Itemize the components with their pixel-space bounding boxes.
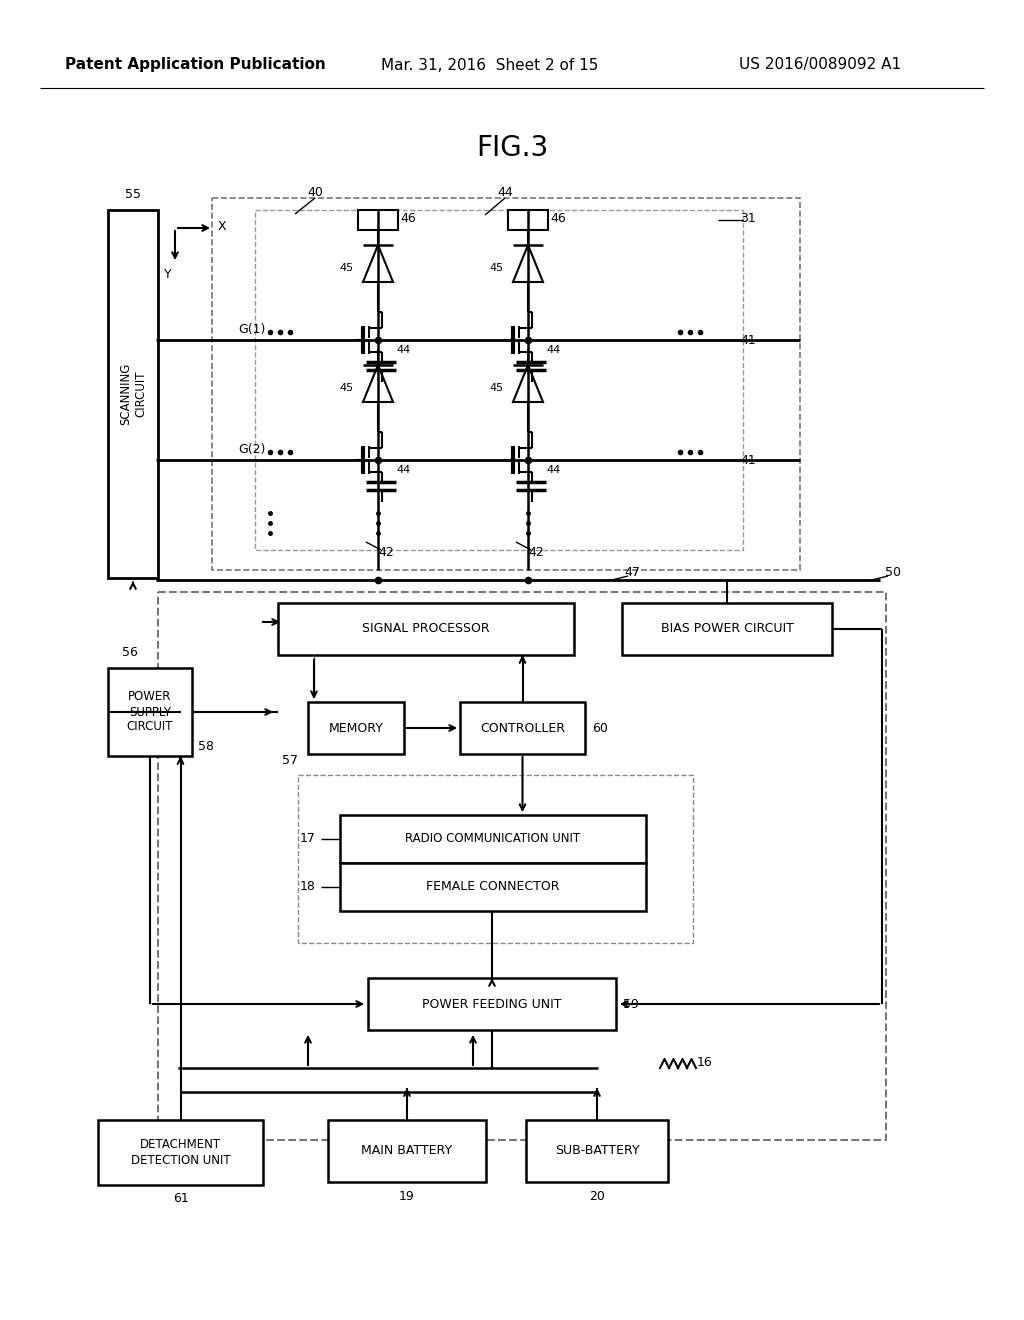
Text: FIG.3: FIG.3 <box>476 135 548 162</box>
Text: 16: 16 <box>697 1056 713 1068</box>
Text: 31: 31 <box>740 211 756 224</box>
Text: 44: 44 <box>397 345 411 355</box>
Text: 45: 45 <box>339 263 353 273</box>
Text: G(1): G(1) <box>238 323 265 337</box>
Text: MEMORY: MEMORY <box>329 722 383 734</box>
Text: BIAS POWER CIRCUIT: BIAS POWER CIRCUIT <box>660 623 794 635</box>
Text: G(2): G(2) <box>238 444 265 457</box>
Text: 46: 46 <box>550 211 566 224</box>
Text: 44: 44 <box>547 465 561 475</box>
Text: 17: 17 <box>300 833 316 846</box>
Text: 58: 58 <box>198 739 214 752</box>
Text: 19: 19 <box>399 1189 415 1203</box>
Text: US 2016/0089092 A1: US 2016/0089092 A1 <box>739 58 901 73</box>
Text: 41: 41 <box>740 334 756 346</box>
Text: 55: 55 <box>125 187 141 201</box>
Text: 41: 41 <box>740 454 756 466</box>
Bar <box>508 210 548 230</box>
Text: Patent Application Publication: Patent Application Publication <box>65 58 326 73</box>
Bar <box>526 1119 668 1181</box>
Bar <box>278 603 574 655</box>
Bar <box>328 1119 486 1181</box>
Bar <box>108 210 158 578</box>
Text: FEMALE CONNECTOR: FEMALE CONNECTOR <box>426 880 560 894</box>
Bar <box>212 198 800 570</box>
Text: POWER FEEDING UNIT: POWER FEEDING UNIT <box>422 998 562 1011</box>
Text: 57: 57 <box>282 754 298 767</box>
Bar <box>158 591 886 1140</box>
Bar <box>98 1119 263 1185</box>
Bar <box>255 210 743 550</box>
Text: 56: 56 <box>122 647 138 660</box>
Text: 50: 50 <box>885 566 901 579</box>
Bar <box>460 702 585 754</box>
Bar <box>108 668 193 756</box>
Text: 45: 45 <box>339 383 353 393</box>
Text: 46: 46 <box>400 211 416 224</box>
Text: SCANNING
CIRCUIT: SCANNING CIRCUIT <box>119 363 147 425</box>
Text: MAIN BATTERY: MAIN BATTERY <box>361 1144 453 1158</box>
Text: DETACHMENT
DETECTION UNIT: DETACHMENT DETECTION UNIT <box>131 1138 230 1167</box>
Text: Y: Y <box>164 268 172 281</box>
Text: X: X <box>218 219 226 232</box>
Text: CONTROLLER: CONTROLLER <box>480 722 565 734</box>
Bar <box>340 863 646 911</box>
Text: SUB-BATTERY: SUB-BATTERY <box>555 1144 639 1158</box>
Text: 47: 47 <box>624 566 640 579</box>
Text: 60: 60 <box>592 722 608 734</box>
Text: RADIO COMMUNICATION UNIT: RADIO COMMUNICATION UNIT <box>406 833 581 846</box>
Text: POWER
SUPPLY
CIRCUIT: POWER SUPPLY CIRCUIT <box>127 690 173 734</box>
Bar <box>368 978 616 1030</box>
Text: 44: 44 <box>547 345 561 355</box>
Text: Mar. 31, 2016  Sheet 2 of 15: Mar. 31, 2016 Sheet 2 of 15 <box>381 58 599 73</box>
Text: 40: 40 <box>307 186 323 198</box>
Bar <box>622 603 831 655</box>
Text: 20: 20 <box>589 1189 605 1203</box>
Text: 45: 45 <box>488 383 503 393</box>
Text: 59: 59 <box>623 998 639 1011</box>
Text: SIGNAL PROCESSOR: SIGNAL PROCESSOR <box>362 623 489 635</box>
Text: 18: 18 <box>300 880 316 894</box>
Text: 61: 61 <box>173 1192 188 1205</box>
Text: 44: 44 <box>497 186 513 198</box>
Bar <box>298 775 693 942</box>
Text: 45: 45 <box>488 263 503 273</box>
Bar <box>308 702 404 754</box>
Text: 44: 44 <box>397 465 411 475</box>
Bar <box>358 210 398 230</box>
Bar <box>340 814 646 863</box>
Text: 42: 42 <box>378 546 394 560</box>
Text: 42: 42 <box>528 546 544 560</box>
